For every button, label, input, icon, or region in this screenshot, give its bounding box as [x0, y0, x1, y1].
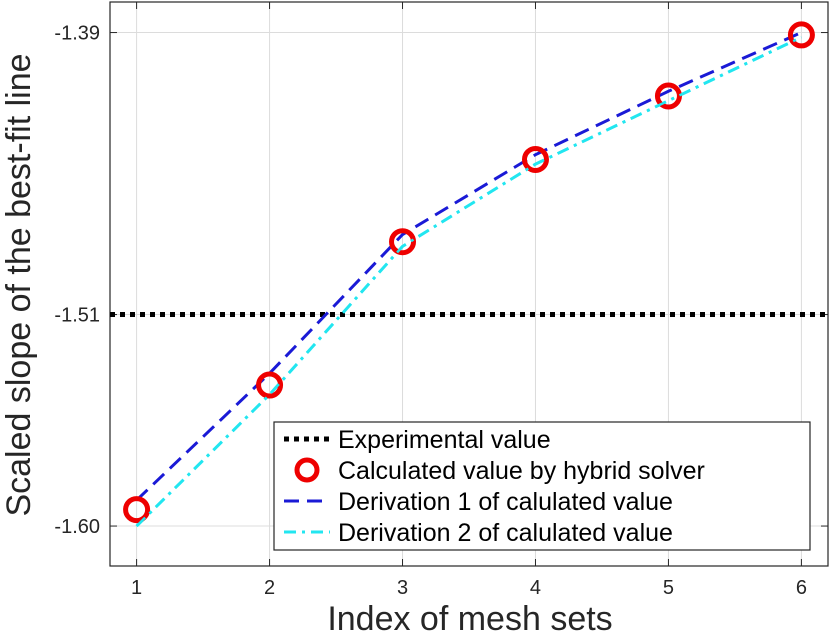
x-tick-label: 3: [397, 577, 408, 599]
x-axis-title: Index of mesh sets: [327, 600, 612, 638]
x-tick-label: 2: [264, 577, 275, 599]
calculated-value-marker: [389, 228, 417, 256]
series: [110, 21, 828, 528]
y-tick-label: -1.51: [54, 305, 100, 327]
calculated-value-marker: [654, 82, 682, 110]
legend-label: Experimental value: [338, 426, 551, 454]
y-axis-title: Scaled slope of the best-fit line: [0, 53, 38, 516]
legend-swatch-calculated: [294, 457, 320, 483]
legend-box: [273, 421, 811, 551]
calculated-value-marker: [256, 371, 284, 399]
x-tick-label: 5: [663, 577, 674, 599]
tick-labels: 1 2 3 4 5 6 -1.60 -1.51 -1.39: [54, 23, 807, 599]
legend-label: Derivation 2 of calulated value: [338, 519, 673, 547]
x-tick-label: 1: [131, 577, 142, 599]
x-tick-label: 6: [796, 577, 807, 599]
legend: Experimental value Calculated value by hy…: [273, 421, 811, 551]
y-tick-label: -1.60: [54, 516, 100, 538]
x-tick-label: 4: [530, 577, 541, 599]
y-tick-label: -1.39: [54, 23, 100, 45]
legend-label: Derivation 1 of calulated value: [338, 488, 673, 516]
grid: [110, 2, 828, 566]
derivation-2-line-overlay: [135, 36, 802, 527]
calculated-value-marker: [787, 21, 815, 49]
legend-label: Calculated value by hybrid solver: [338, 457, 705, 485]
plot-frame: [109, 1, 829, 567]
derivation-1-line: [135, 31, 803, 502]
calculated-value-marker: [123, 496, 151, 524]
calculated-value-marker: [521, 145, 549, 173]
